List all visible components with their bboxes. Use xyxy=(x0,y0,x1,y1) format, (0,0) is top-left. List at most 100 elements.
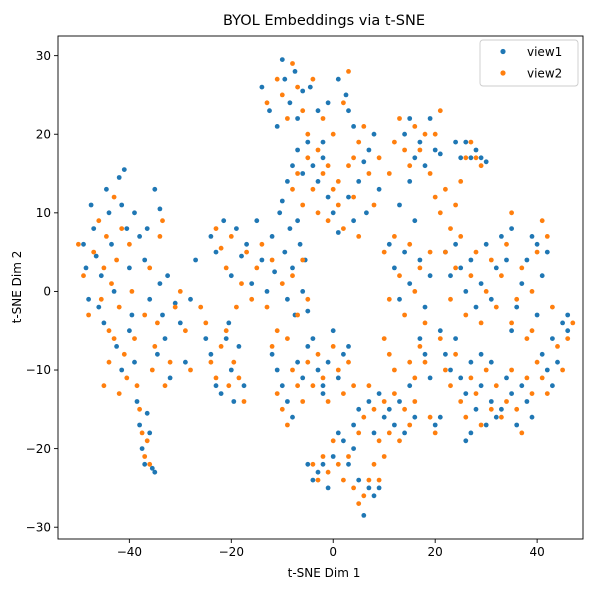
data-point-view2 xyxy=(285,336,290,341)
data-point-view2 xyxy=(223,328,229,334)
data-point-view2 xyxy=(96,218,102,224)
data-point-view1 xyxy=(132,359,137,365)
data-point-view2 xyxy=(483,367,489,373)
data-point-view2 xyxy=(443,186,448,192)
data-point-view2 xyxy=(315,210,321,216)
data-point-view2 xyxy=(529,328,535,334)
data-point-view1 xyxy=(397,399,402,404)
data-point-view2 xyxy=(157,234,163,239)
data-point-view2 xyxy=(305,296,311,302)
data-point-view1 xyxy=(341,351,346,357)
data-point-view2 xyxy=(427,171,433,176)
data-point-view1 xyxy=(335,430,341,436)
data-point-view2 xyxy=(463,312,469,318)
data-point-view1 xyxy=(139,446,145,451)
data-point-view1 xyxy=(499,234,504,239)
data-point-view1 xyxy=(463,139,469,145)
data-point-view2 xyxy=(213,226,219,232)
data-point-view1 xyxy=(335,375,341,381)
data-point-view1 xyxy=(529,234,535,239)
data-point-view2 xyxy=(320,375,326,381)
data-point-view1 xyxy=(504,375,509,381)
data-point-view2 xyxy=(300,202,306,208)
data-point-view2 xyxy=(139,430,145,436)
data-point-view1 xyxy=(310,477,316,483)
data-point-view1 xyxy=(453,139,458,145)
data-point-view2 xyxy=(386,296,392,302)
data-point-view1 xyxy=(244,241,250,247)
data-point-view1 xyxy=(177,320,183,326)
data-point-view2 xyxy=(76,241,81,247)
data-point-view2 xyxy=(279,406,285,412)
x-axis: −40 −20 0 20 40 xyxy=(117,539,545,559)
data-point-view2 xyxy=(499,414,504,420)
data-point-view1 xyxy=(417,139,423,145)
data-point-view1 xyxy=(346,194,351,200)
data-point-view2 xyxy=(560,367,565,373)
data-point-view2 xyxy=(177,289,183,294)
data-point-view2 xyxy=(98,296,104,302)
legend-label-view1: view1 xyxy=(527,45,562,59)
data-point-view1 xyxy=(287,226,293,232)
data-point-view1 xyxy=(213,383,219,389)
data-point-view1 xyxy=(315,179,321,184)
data-point-view2 xyxy=(226,383,232,389)
data-point-view2 xyxy=(119,226,125,232)
data-point-view1 xyxy=(305,139,311,145)
data-point-view1 xyxy=(282,249,288,255)
data-point-view1 xyxy=(165,273,171,279)
data-point-view2 xyxy=(320,171,326,176)
data-point-view2 xyxy=(335,367,341,373)
data-point-view1 xyxy=(295,359,300,365)
data-point-view1 xyxy=(386,406,392,412)
data-point-view1 xyxy=(234,226,239,232)
data-point-view2 xyxy=(468,139,474,145)
data-point-view2 xyxy=(361,493,367,499)
data-point-view1 xyxy=(239,253,244,259)
y-tick-label: −20 xyxy=(26,442,51,456)
data-point-view2 xyxy=(274,76,280,82)
data-point-view2 xyxy=(300,257,306,263)
data-point-view2 xyxy=(519,430,525,436)
data-point-view2 xyxy=(335,179,341,184)
data-point-view1 xyxy=(351,218,356,224)
data-point-view2 xyxy=(259,241,265,247)
data-point-view1 xyxy=(550,383,555,389)
data-point-view1 xyxy=(565,328,571,334)
data-point-view1 xyxy=(188,296,193,302)
data-point-view1 xyxy=(137,234,143,239)
data-point-view2 xyxy=(397,438,402,444)
data-point-view1 xyxy=(361,513,367,518)
data-point-view1 xyxy=(509,226,514,232)
data-point-view2 xyxy=(448,296,453,302)
data-point-view1 xyxy=(468,155,474,161)
data-point-view1 xyxy=(488,296,494,302)
data-point-view1 xyxy=(422,351,428,357)
data-point-view2 xyxy=(386,430,392,436)
data-point-view2 xyxy=(361,124,367,129)
data-point-view2 xyxy=(407,241,413,247)
data-point-view2 xyxy=(488,257,494,263)
data-point-view1 xyxy=(483,241,489,247)
data-point-view2 xyxy=(295,383,300,389)
data-point-view2 xyxy=(504,399,509,404)
data-point-view2 xyxy=(305,155,311,161)
data-point-view2 xyxy=(300,399,306,404)
data-point-view2 xyxy=(509,320,514,326)
data-point-view2 xyxy=(458,399,464,404)
data-point-view1 xyxy=(371,493,377,499)
data-point-view2 xyxy=(509,367,514,373)
data-point-view1 xyxy=(376,485,382,491)
data-point-view1 xyxy=(98,273,104,279)
legend-label-view2: view2 xyxy=(527,67,562,81)
data-point-view2 xyxy=(325,399,331,404)
data-point-view2 xyxy=(152,344,158,349)
data-point-view1 xyxy=(96,304,102,310)
data-point-view1 xyxy=(142,257,148,263)
data-point-view2 xyxy=(149,367,155,373)
data-point-view2 xyxy=(565,336,571,341)
data-point-view2 xyxy=(534,359,540,365)
data-point-view2 xyxy=(448,383,453,389)
data-point-view2 xyxy=(121,351,127,357)
data-point-view1 xyxy=(392,422,397,428)
